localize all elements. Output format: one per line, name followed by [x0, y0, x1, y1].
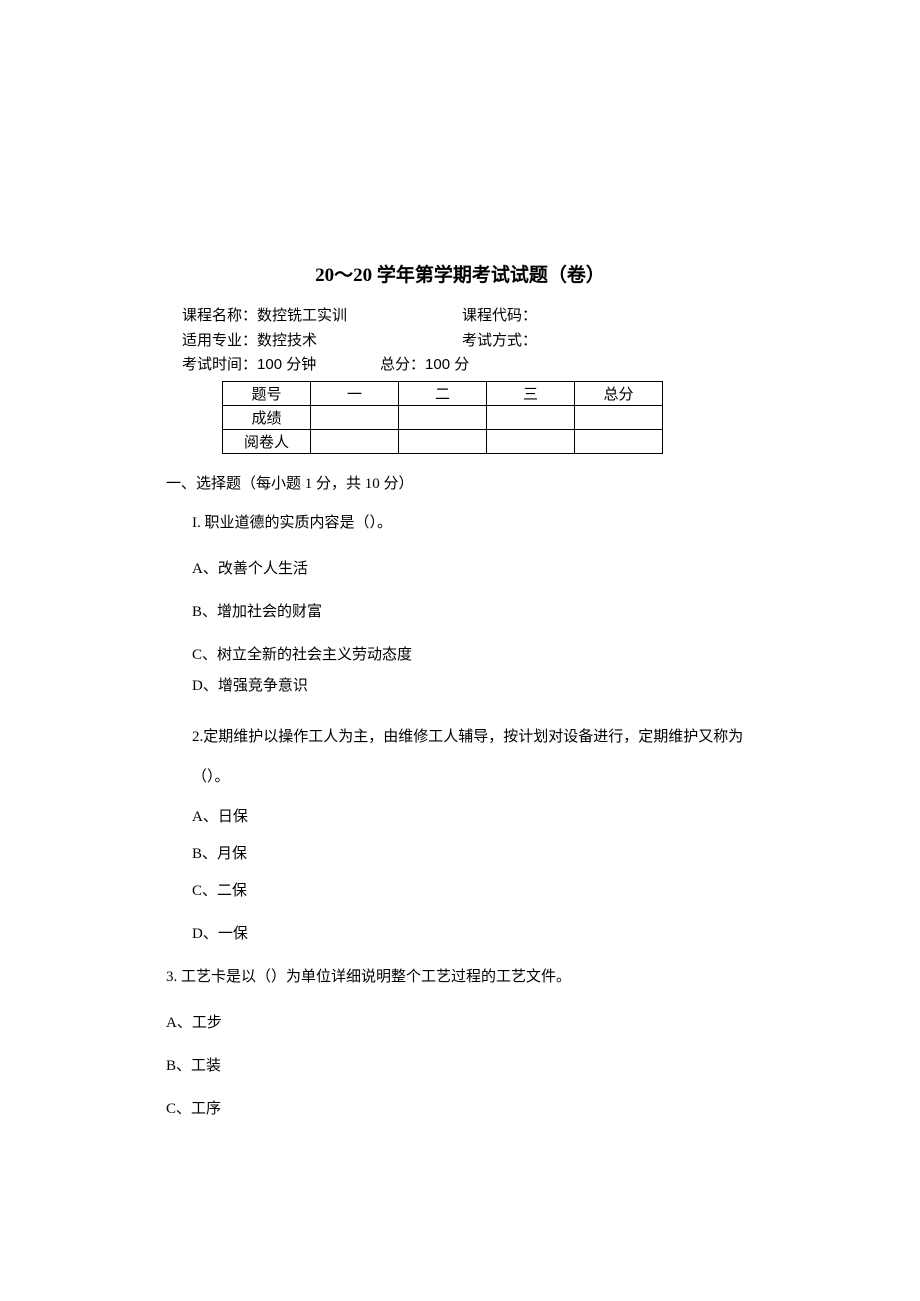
table-cell: 三 — [487, 381, 575, 405]
table-cell — [575, 429, 663, 453]
question-2-option-c: C、二保 — [192, 879, 790, 900]
course-name-value: 数控铣工实训 — [257, 308, 347, 324]
table-cell — [399, 405, 487, 429]
major-label: 适用专业： — [182, 333, 257, 349]
question-1-option-c: C、树立全新的社会主义劳动态度 — [192, 643, 790, 664]
table-cell — [575, 405, 663, 429]
question-1-option-a: A、改善个人生活 — [192, 557, 790, 578]
table-cell — [311, 429, 399, 453]
question-3: 3. 工艺卡是以（）为单位详细说明整个工艺过程的工艺文件。 — [166, 965, 790, 989]
exam-time-value: 100 分钟 — [257, 356, 316, 373]
exam-info: 课程名称：数控铣工实训 课程代码： 适用专业：数控技术 考试方式： 考试时间：1… — [182, 305, 790, 377]
table-cell: 二 — [399, 381, 487, 405]
table-row: 阅卷人 — [223, 429, 663, 453]
table-cell: 总分 — [575, 381, 663, 405]
question-1-option-d: D、增强竞争意识 — [192, 674, 790, 695]
table-cell — [311, 405, 399, 429]
question-2-option-d: D、一保 — [192, 922, 790, 943]
table-cell: 一 — [311, 381, 399, 405]
course-code-label: 课程代码： — [462, 308, 537, 324]
table-cell: 成绩 — [223, 405, 311, 429]
table-cell — [487, 405, 575, 429]
table-row: 成绩 — [223, 405, 663, 429]
page-title: 20～20 学年第学期考试试题（卷） — [130, 260, 790, 287]
total-score-value: 100 分 — [425, 356, 469, 373]
question-3-option-b: B、工装 — [166, 1054, 790, 1075]
score-table: 题号 一 二 三 总分 成绩 阅卷人 — [222, 381, 663, 454]
question-1: I. 职业道德的实质内容是（）。 — [192, 511, 790, 535]
table-cell — [399, 429, 487, 453]
total-score-label: 总分： — [380, 357, 425, 373]
exam-method-label: 考试方式： — [462, 333, 537, 349]
table-row: 题号 一 二 三 总分 — [223, 381, 663, 405]
question-2-cont: （）。 — [192, 765, 790, 789]
question-2: 2.定期维护以操作工人为主，由维修工人辅导，按计划对设备进行，定期维护又称为 — [192, 725, 790, 749]
major-value: 数控技术 — [257, 333, 317, 349]
question-1-option-b: B、增加社会的财富 — [192, 600, 790, 621]
question-2-option-a: A、日保 — [192, 805, 790, 826]
question-3-option-a: A、工步 — [166, 1011, 790, 1032]
table-cell: 题号 — [223, 381, 311, 405]
course-name-label: 课程名称： — [182, 308, 257, 324]
question-2-option-b: B、月保 — [192, 842, 790, 863]
question-3-option-c: C、工序 — [166, 1097, 790, 1118]
table-cell: 阅卷人 — [223, 429, 311, 453]
section-title: 一、选择题（每小题 1 分，共 10 分） — [166, 472, 790, 493]
exam-time-label: 考试时间： — [182, 357, 257, 373]
table-cell — [487, 429, 575, 453]
